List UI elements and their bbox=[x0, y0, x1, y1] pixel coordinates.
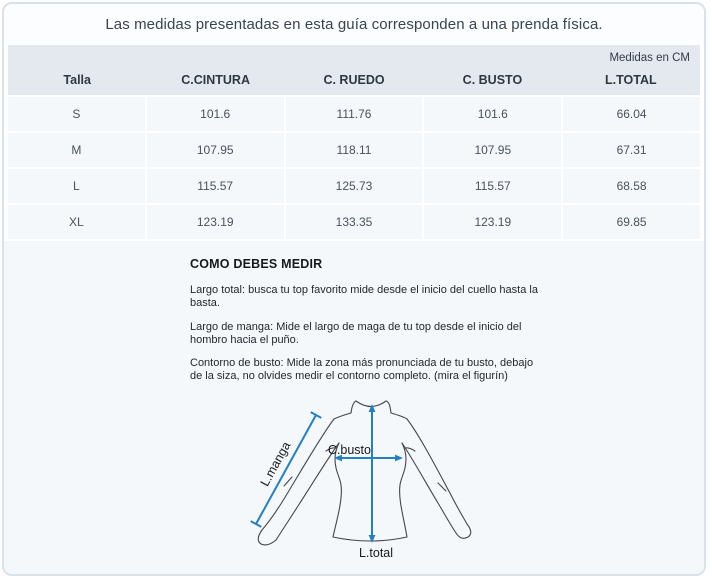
measurement-arrowheads bbox=[334, 404, 403, 543]
cell-value: 67.31 bbox=[563, 133, 700, 167]
cell-size-xl: XL bbox=[8, 205, 145, 239]
cell-value: 107.95 bbox=[424, 133, 562, 167]
units-label: Medidas en CM bbox=[609, 52, 690, 64]
column-header-busto: C. BUSTO bbox=[462, 73, 523, 87]
instruction-largo-total: Largo total: busca tu top favorito mide … bbox=[190, 284, 538, 309]
column-header-talla: Talla bbox=[63, 73, 91, 87]
column-header-total: L.TOTAL bbox=[605, 73, 657, 87]
measuring-guide-panel: COMO DEBES MEDIR Largo total: busca tu t… bbox=[4, 241, 704, 574]
cell-value: 111.76 bbox=[285, 97, 423, 131]
cell-value: 69.85 bbox=[563, 205, 700, 239]
measuring-instructions: COMO DEBES MEDIR Largo total: busca tu t… bbox=[190, 257, 548, 394]
column-header-cintura: C.CINTURA bbox=[181, 73, 250, 87]
table-header-band: Medidas en CM Talla C.CINTURA C. RUEDO C… bbox=[8, 45, 700, 95]
cell-value: 115.57 bbox=[146, 169, 284, 203]
cell-value: 66.04 bbox=[563, 97, 700, 131]
table-body: S 101.6 111.76 101.6 66.04 M 107.95 118.… bbox=[8, 97, 700, 239]
bust-label: C.busto bbox=[328, 443, 371, 457]
garment-outline bbox=[257, 400, 472, 546]
size-table: Medidas en CM Talla C.CINTURA C. RUEDO C… bbox=[8, 45, 700, 239]
cell-value: 123.19 bbox=[424, 205, 562, 239]
cell-size-s: S bbox=[8, 97, 145, 131]
cell-value: 68.58 bbox=[563, 169, 700, 203]
cell-value: 115.57 bbox=[424, 169, 562, 203]
column-header-ruedo: C. RUEDO bbox=[323, 73, 385, 87]
guide-title: Las medidas presentadas en esta guía cor… bbox=[4, 4, 704, 45]
total-length-label: L.total bbox=[359, 546, 393, 560]
garment-measurement-diagram: L.manga C.busto L.total bbox=[250, 400, 472, 560]
cell-value: 125.73 bbox=[285, 169, 423, 203]
cell-value: 133.35 bbox=[285, 205, 423, 239]
sleeve-measure-line bbox=[255, 414, 317, 525]
cell-value: 123.19 bbox=[146, 205, 284, 239]
instruction-largo-manga: Largo de manga: Mide el largo de maga de… bbox=[190, 320, 522, 346]
measurement-lines bbox=[250, 410, 399, 537]
cell-value: 101.6 bbox=[424, 97, 562, 131]
column-header-row: Talla C.CINTURA C. RUEDO C. BUSTO L.TOTA… bbox=[8, 73, 700, 87]
instructions-heading: COMO DEBES MEDIR bbox=[190, 257, 323, 271]
cell-value: 118.11 bbox=[285, 133, 423, 167]
cell-value: 101.6 bbox=[146, 97, 284, 131]
instruction-contorno-busto: Contorno de busto: Mide la zona más pron… bbox=[190, 357, 534, 383]
cell-size-m: M bbox=[8, 133, 145, 167]
cell-value: 107.95 bbox=[146, 133, 284, 167]
size-guide-card: Las medidas presentadas en esta guía cor… bbox=[2, 2, 706, 576]
cell-size-l: L bbox=[8, 169, 145, 203]
